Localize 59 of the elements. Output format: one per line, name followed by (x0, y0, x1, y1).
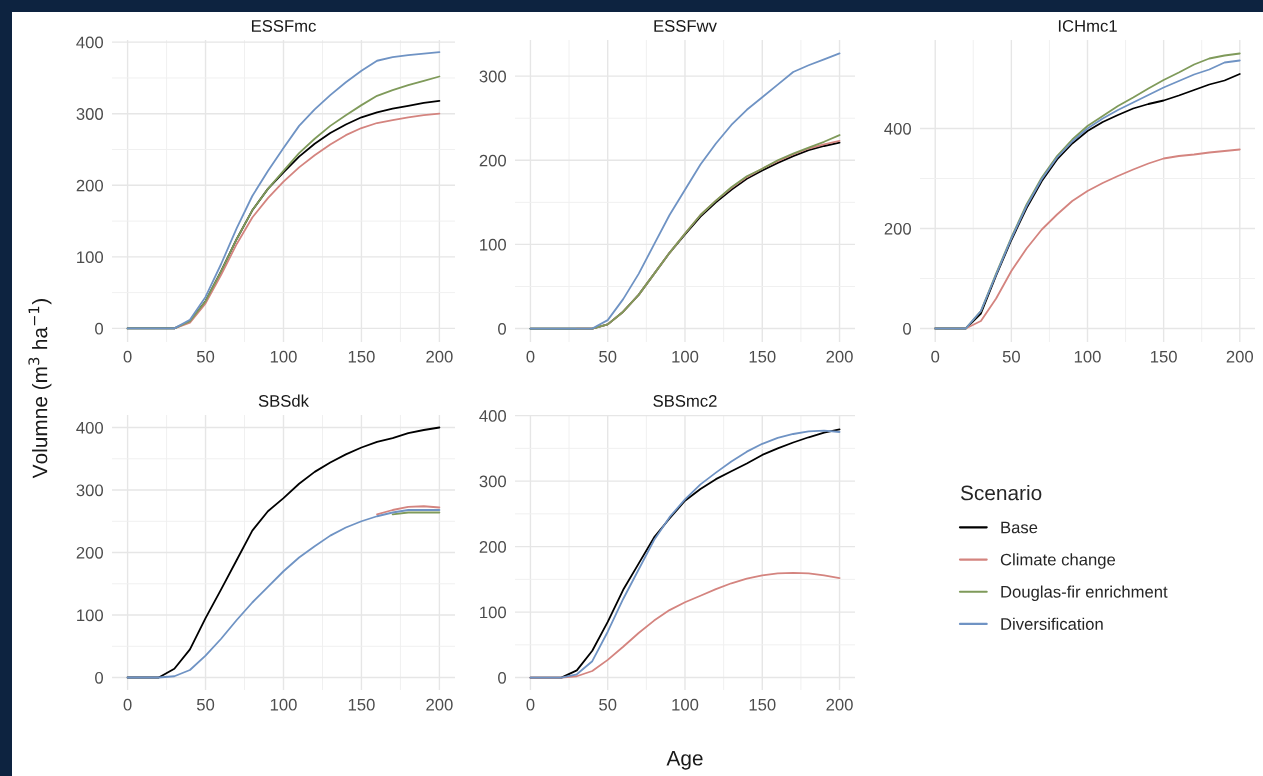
x-tick-label: 0 (526, 350, 535, 363)
y-tick-label: 200 (479, 154, 507, 167)
y-tick-label: 0 (95, 671, 104, 684)
x-tick-label: 100 (672, 350, 699, 363)
x-tick-label: 0 (931, 350, 940, 363)
legend-label: Base (1001, 521, 1038, 534)
chart-title: SBSdk (258, 394, 309, 407)
x-tick-label: 0 (123, 698, 132, 711)
x-tick-label: 50 (1002, 350, 1020, 363)
y-tick-label: 100 (480, 238, 507, 251)
x-tick-label: 150 (1151, 350, 1177, 363)
y-tick-label: 400 (76, 36, 104, 49)
y-tick-label: 400 (479, 410, 507, 422)
y-tick-label: 100 (480, 606, 507, 619)
x-tick-label: 150 (749, 698, 776, 711)
x-tick-label: 200 (826, 698, 853, 711)
y-tick-label: 300 (479, 475, 507, 488)
x-tick-label: 200 (826, 350, 853, 363)
x-tick-label: 50 (599, 698, 617, 711)
y-tick-label: 0 (95, 322, 104, 335)
chart-title: ESSFwv (654, 20, 717, 32)
legend-label: Climate change (1000, 553, 1116, 569)
x-tick-label: 200 (1226, 350, 1254, 363)
x-tick-label: 100 (1074, 350, 1101, 363)
x-tick-label: 0 (123, 350, 132, 363)
chart-title: ICHmc1 (1058, 20, 1117, 32)
y-tick-label: 0 (498, 671, 507, 684)
x-tick-label: 50 (196, 350, 215, 363)
x-tick-label: 50 (599, 350, 617, 363)
y-tick-label: 200 (479, 541, 507, 553)
x-tick-label: 100 (270, 350, 297, 363)
y-tick-label: 300 (479, 70, 507, 83)
y-tick-label: 300 (76, 484, 104, 497)
x-axis-title: Age (666, 751, 703, 770)
legend-title: Scenario (960, 485, 1042, 501)
y-tick-label: 200 (884, 222, 912, 235)
x-tick-label: 50 (196, 698, 215, 711)
x-tick-label: 200 (426, 698, 453, 711)
y-tick-label: 200 (76, 179, 104, 192)
x-tick-label: 150 (348, 698, 375, 711)
x-tick-label: 100 (672, 698, 699, 711)
legend-label: Douglas-fir enrichment (1001, 585, 1168, 602)
y-tick-label: 300 (76, 108, 104, 120)
chart-title: SBSmc2 (653, 395, 717, 407)
y-axis-title: Volumne (m$^{3}$ ha$^{−1}$) (28, 299, 52, 479)
y-tick-label: 200 (76, 546, 104, 559)
y-tick-label: 400 (76, 421, 104, 434)
y-tick-label: 0 (498, 322, 507, 335)
x-tick-label: 150 (348, 350, 375, 363)
y-tick-label: 0 (903, 322, 912, 335)
chart-title: ESSFmc (251, 20, 316, 32)
x-tick-label: 100 (270, 698, 297, 711)
x-tick-label: 0 (526, 698, 535, 711)
x-tick-label: 200 (426, 350, 453, 363)
y-tick-label: 100 (77, 251, 104, 264)
legend-label: Diversification (1001, 617, 1103, 630)
y-tick-label: 100 (77, 609, 104, 622)
y-tick-label: 400 (884, 122, 912, 135)
x-tick-label: 150 (749, 350, 776, 363)
